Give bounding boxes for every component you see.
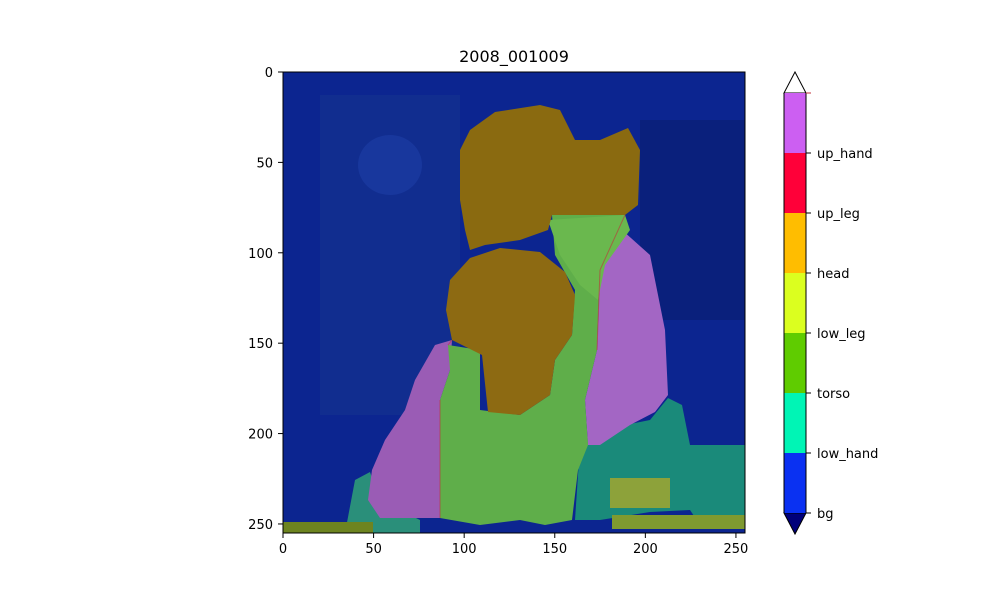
colorbar-segment	[784, 333, 806, 393]
colorbar-extend-top	[783, 70, 807, 94]
up-hand-region-right	[585, 230, 668, 445]
y-tick-label: 0	[265, 66, 273, 81]
low-leg-region	[610, 478, 670, 508]
x-tick-label: 150	[542, 542, 567, 557]
colorbar-outline	[783, 93, 807, 513]
colorbar-segment	[784, 153, 806, 213]
low-leg-region-bottom	[612, 515, 745, 529]
colorbar-label: bg	[817, 507, 834, 522]
chart-title: 2008_001009	[459, 47, 569, 66]
colorbar-segment	[784, 393, 806, 453]
region-edge-lines	[439, 214, 626, 518]
background-clock-region	[358, 135, 422, 195]
y-tick-label: 100	[248, 247, 273, 262]
plot-frame	[282, 71, 746, 534]
torso-region	[440, 215, 625, 525]
y-tick-label: 250	[248, 518, 273, 533]
colorbar-segment	[784, 453, 806, 513]
y-tick-label: 150	[248, 337, 273, 352]
background-window-region	[640, 120, 745, 320]
segmentation-image	[283, 72, 745, 533]
low-leg-bottom-left	[283, 522, 373, 533]
x-tick-label: 250	[724, 542, 749, 557]
colorbar-label: head	[817, 267, 849, 282]
y-axis: 0 50 100 150 200 250	[248, 66, 283, 533]
x-tick-label: 200	[633, 542, 658, 557]
colorbar-label: low_hand	[817, 447, 878, 462]
up-hand-region-left	[368, 340, 452, 518]
colorbar-segment	[784, 213, 806, 273]
colorbar-label: low_leg	[817, 327, 866, 342]
y-tick-label: 200	[248, 428, 273, 443]
x-axis: 0 50 100 150 200 250	[279, 533, 748, 557]
colorbar: bg low_hand torso low_leg head up_leg up_hand	[783, 70, 878, 536]
torso-region-upper	[548, 215, 630, 300]
colorbar-extend-bottom	[783, 512, 807, 536]
colorbar-segment	[784, 93, 806, 153]
head-region-upper	[460, 105, 640, 250]
head-region-lower	[446, 248, 575, 415]
colorbar-label: up_leg	[817, 207, 860, 222]
x-tick-label: 100	[452, 542, 477, 557]
x-tick-label: 0	[279, 542, 287, 557]
x-tick-label: 50	[365, 542, 382, 557]
colorbar-segment	[784, 273, 806, 333]
colorbar-label: torso	[817, 387, 850, 402]
y-tick-label: 50	[256, 156, 273, 171]
colorbar-label: up_hand	[817, 147, 873, 162]
